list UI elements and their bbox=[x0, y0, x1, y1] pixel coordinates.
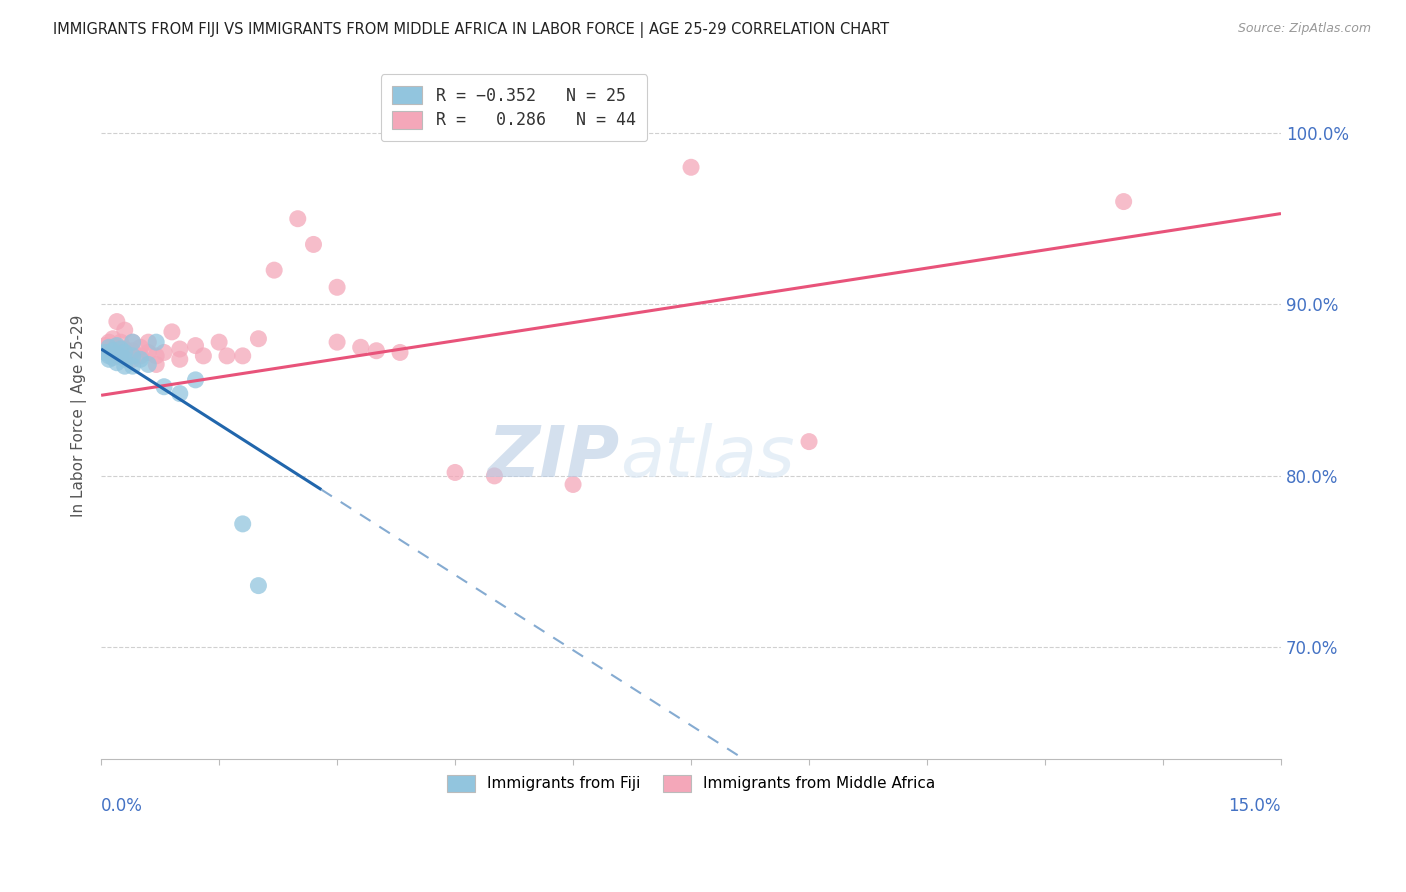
Point bbox=[145, 349, 167, 363]
Point bbox=[114, 349, 136, 363]
Point bbox=[184, 373, 207, 387]
Point bbox=[366, 343, 388, 358]
Point bbox=[145, 335, 167, 350]
Point bbox=[121, 359, 143, 373]
Point bbox=[121, 349, 143, 363]
Point bbox=[326, 280, 349, 294]
Point bbox=[129, 349, 152, 363]
Point bbox=[98, 340, 121, 354]
Point bbox=[247, 332, 270, 346]
Point bbox=[1112, 194, 1135, 209]
Point bbox=[105, 315, 128, 329]
Point bbox=[110, 349, 132, 363]
Point bbox=[101, 332, 124, 346]
Point bbox=[110, 342, 132, 356]
Y-axis label: In Labor Force | Age 25-29: In Labor Force | Age 25-29 bbox=[72, 315, 87, 517]
Point bbox=[232, 349, 254, 363]
Point bbox=[121, 335, 143, 350]
Point bbox=[160, 325, 183, 339]
Point bbox=[121, 335, 143, 350]
Point bbox=[114, 352, 136, 367]
Point bbox=[94, 345, 117, 359]
Point bbox=[193, 349, 215, 363]
Point bbox=[98, 335, 121, 350]
Point bbox=[101, 343, 124, 358]
Point bbox=[114, 342, 136, 356]
Point bbox=[105, 340, 128, 354]
Point bbox=[169, 352, 191, 367]
Point bbox=[136, 358, 159, 372]
Point bbox=[105, 347, 128, 361]
Point bbox=[136, 335, 159, 350]
Point bbox=[114, 323, 136, 337]
Point bbox=[797, 434, 820, 449]
Point bbox=[263, 263, 285, 277]
Point bbox=[679, 161, 702, 175]
Point bbox=[389, 345, 412, 359]
Point bbox=[208, 335, 231, 350]
Point bbox=[484, 469, 506, 483]
Point bbox=[247, 579, 270, 593]
Point bbox=[326, 335, 349, 350]
Text: Source: ZipAtlas.com: Source: ZipAtlas.com bbox=[1237, 22, 1371, 36]
Legend: Immigrants from Fiji, Immigrants from Middle Africa: Immigrants from Fiji, Immigrants from Mi… bbox=[440, 767, 942, 799]
Point bbox=[232, 516, 254, 531]
Point bbox=[105, 338, 128, 352]
Point bbox=[121, 352, 143, 367]
Point bbox=[114, 345, 136, 359]
Point bbox=[98, 349, 121, 363]
Point bbox=[105, 349, 128, 363]
Point bbox=[169, 386, 191, 401]
Point bbox=[287, 211, 309, 226]
Point bbox=[129, 352, 152, 367]
Point bbox=[101, 351, 124, 365]
Point bbox=[136, 345, 159, 359]
Point bbox=[350, 340, 373, 354]
Point bbox=[302, 237, 325, 252]
Point bbox=[562, 477, 585, 491]
Point bbox=[153, 345, 176, 359]
Text: IMMIGRANTS FROM FIJI VS IMMIGRANTS FROM MIDDLE AFRICA IN LABOR FORCE | AGE 25-29: IMMIGRANTS FROM FIJI VS IMMIGRANTS FROM … bbox=[53, 22, 890, 38]
Point bbox=[114, 359, 136, 373]
Text: atlas: atlas bbox=[620, 423, 794, 491]
Point bbox=[98, 352, 121, 367]
Point bbox=[121, 343, 143, 358]
Point bbox=[110, 335, 132, 350]
Point bbox=[215, 349, 238, 363]
Text: 0.0%: 0.0% bbox=[101, 797, 143, 814]
Point bbox=[105, 356, 128, 370]
Text: 15.0%: 15.0% bbox=[1229, 797, 1281, 814]
Point bbox=[145, 358, 167, 372]
Point bbox=[153, 380, 176, 394]
Point bbox=[129, 340, 152, 354]
Point bbox=[98, 343, 121, 358]
Point bbox=[169, 342, 191, 356]
Point bbox=[94, 338, 117, 352]
Point bbox=[184, 338, 207, 352]
Point bbox=[444, 466, 467, 480]
Text: ZIP: ZIP bbox=[488, 423, 620, 491]
